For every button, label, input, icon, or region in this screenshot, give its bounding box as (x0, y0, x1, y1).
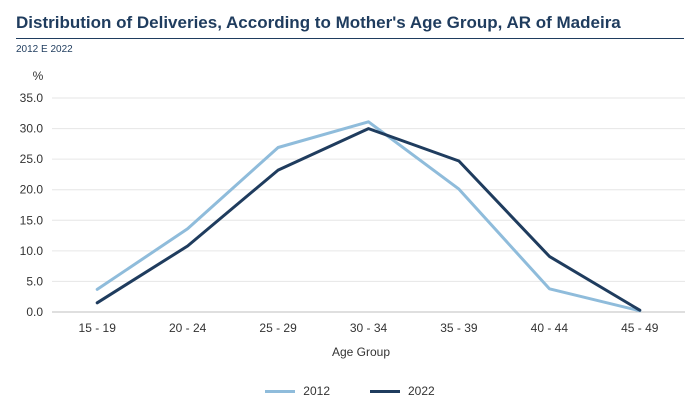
x-axis-label: Age Group (332, 345, 390, 359)
y-tick-labels: 0.0 5.0 10.0 15.0 20.0 25.0 30.0 35.0 (20, 91, 44, 319)
x-tick-label: 45 - 49 (621, 321, 659, 335)
series-lines (95, 120, 642, 313)
y-tick-label: 15.0 (20, 213, 44, 227)
y-tick-label: 0.0 (26, 305, 43, 319)
x-tick-label: 20 - 24 (169, 321, 207, 335)
chart-title: Distribution of Deliveries, According to… (16, 13, 621, 32)
x-tick-labels: 15 - 19 20 - 24 25 - 29 30 - 34 35 - 39 40 - … (79, 321, 659, 335)
series-line-2012 (95, 120, 642, 313)
y-tick-label: 10.0 (20, 244, 44, 258)
legend-swatch (265, 389, 296, 393)
chart-subtitle: 2012 E 2022 (16, 44, 73, 55)
y-tick-label: 5.0 (26, 274, 43, 288)
y-tick-label: 30.0 (20, 122, 44, 136)
legend-swatch (370, 389, 400, 393)
legend-item-2022[interactable]: 2022 (370, 383, 435, 399)
legend-label: 2012 (303, 384, 330, 398)
x-tick-label: 25 - 29 (259, 321, 297, 335)
y-tick-label: 35.0 (20, 91, 44, 105)
legend-item-2012[interactable]: 2012 (265, 383, 330, 399)
y-tick-label: 20.0 (20, 183, 44, 197)
title-divider (16, 38, 684, 39)
legend-label: 2022 (408, 384, 435, 398)
x-tick-label: 15 - 19 (79, 321, 117, 335)
series-line-2022 (95, 127, 642, 312)
y-axis-label: % (33, 69, 44, 83)
x-tick-label: 35 - 39 (440, 321, 478, 335)
chart-legend: 2012 2022 (0, 383, 700, 399)
x-tick-label: 30 - 34 (350, 321, 388, 335)
x-tick-label: 40 - 44 (531, 321, 569, 335)
gridlines (52, 97, 685, 313)
y-tick-label: 25.0 (20, 152, 44, 166)
